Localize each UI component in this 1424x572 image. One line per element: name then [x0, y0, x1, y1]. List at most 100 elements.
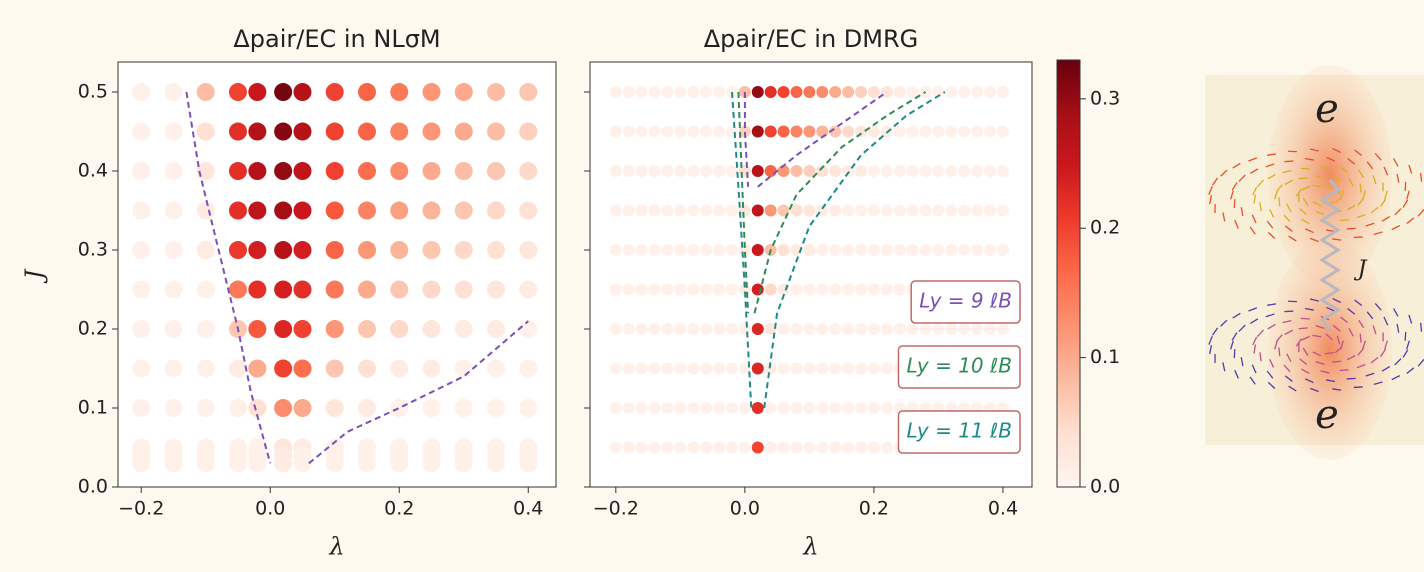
point	[648, 244, 661, 257]
spin-arrow	[1358, 319, 1365, 328]
point	[454, 454, 473, 473]
point	[661, 165, 674, 178]
spin-arrow	[1230, 340, 1234, 350]
point	[357, 280, 376, 299]
point	[984, 204, 997, 217]
spin-arrow	[1383, 166, 1389, 176]
point	[661, 441, 674, 454]
point	[248, 359, 267, 378]
point	[454, 280, 473, 299]
spin-arrow	[1259, 202, 1262, 212]
spin-arrow	[1393, 158, 1399, 167]
point	[996, 86, 1009, 99]
spin-arrow	[1234, 369, 1239, 379]
point	[622, 441, 635, 454]
point	[274, 83, 293, 102]
point	[325, 201, 344, 220]
point	[228, 122, 247, 141]
point	[390, 122, 409, 141]
point	[422, 399, 441, 418]
point	[816, 402, 829, 415]
point	[751, 204, 764, 217]
spin-arrow	[1302, 347, 1309, 356]
point	[893, 244, 906, 257]
x-tick-label: −0.2	[118, 498, 164, 520]
spin-arrow	[1357, 198, 1365, 206]
point	[790, 283, 803, 296]
spin-arrow	[1278, 347, 1281, 357]
point	[622, 165, 635, 178]
point	[648, 125, 661, 138]
point	[357, 454, 376, 473]
y-tick-label: 0.0	[78, 476, 108, 498]
spin-arrow	[1332, 360, 1342, 363]
point	[164, 454, 183, 473]
spin-arrow	[1275, 334, 1283, 342]
point	[196, 399, 215, 418]
point	[945, 165, 958, 178]
colorbar	[1056, 59, 1081, 488]
point	[519, 399, 538, 418]
point	[422, 359, 441, 378]
spin-arrow	[1334, 196, 1343, 204]
spin-arrow	[1391, 375, 1401, 381]
point	[725, 323, 738, 336]
point	[687, 165, 700, 178]
point	[713, 204, 726, 217]
point	[829, 125, 842, 138]
point	[867, 86, 880, 99]
point	[454, 83, 473, 102]
point	[958, 86, 971, 99]
point	[274, 320, 293, 339]
point	[164, 320, 183, 339]
spin-arrow	[1275, 184, 1283, 192]
point	[274, 399, 293, 418]
spin-arrow	[1320, 370, 1330, 374]
point	[293, 454, 312, 473]
point	[700, 402, 713, 415]
colorbar-tick-label: 0.3	[1090, 87, 1120, 109]
spin-arrow	[1252, 336, 1258, 346]
spin-arrow	[1332, 174, 1341, 182]
spin-arrow	[1304, 307, 1314, 311]
spin-arrow	[1222, 212, 1226, 222]
spin-arrow	[1419, 322, 1423, 332]
spin-arrow	[1283, 364, 1291, 373]
x-tick-label: 0.2	[859, 498, 889, 520]
point	[648, 165, 661, 178]
point	[816, 441, 829, 454]
illustration: e J e	[1208, 65, 1424, 460]
spin-arrow	[1334, 346, 1343, 354]
point	[487, 201, 506, 220]
spin-arrow	[1286, 353, 1292, 363]
spin-arrow	[1354, 299, 1363, 307]
spin-arrow	[1295, 338, 1302, 347]
point	[790, 323, 803, 336]
point	[764, 402, 777, 415]
point	[687, 441, 700, 454]
point	[738, 402, 751, 415]
spin-arrow	[1419, 172, 1423, 182]
spin-arrow	[1384, 190, 1388, 200]
spin-arrow	[1402, 199, 1409, 208]
point	[422, 280, 441, 299]
boundary-line	[737, 91, 927, 314]
boundary-line	[185, 91, 529, 465]
point	[454, 122, 473, 141]
point	[132, 280, 151, 299]
y-tick-label: 0.1	[78, 397, 108, 419]
spin-arrow	[1249, 318, 1259, 325]
point	[738, 204, 751, 217]
point	[357, 201, 376, 220]
point	[855, 86, 868, 99]
spin-arrow	[1391, 225, 1401, 231]
point	[661, 125, 674, 138]
spin-arrow	[1312, 184, 1322, 188]
point	[777, 165, 790, 178]
point	[803, 362, 816, 375]
spin-arrow	[1298, 327, 1308, 330]
point	[867, 165, 880, 178]
spin-arrow	[1336, 335, 1341, 345]
point	[132, 359, 151, 378]
spin-arrow	[1283, 214, 1291, 223]
